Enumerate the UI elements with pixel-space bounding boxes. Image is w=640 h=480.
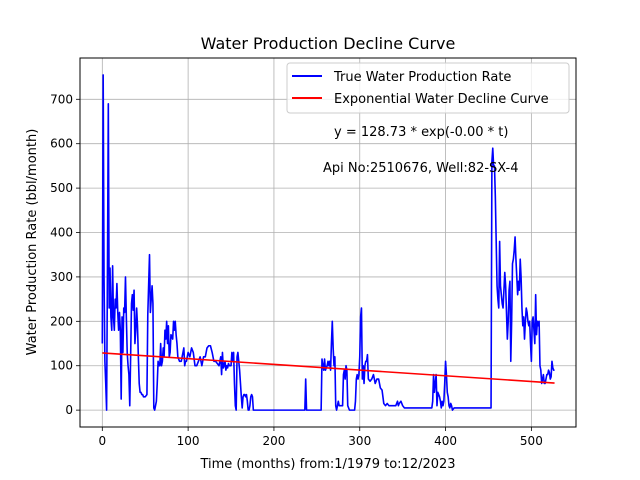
x-tick-label: 200	[262, 434, 285, 448]
y-tick-label: 700	[50, 92, 73, 106]
x-axis-label: Time (months) from:1/1979 to:12/2023	[199, 457, 455, 472]
chart-title: Water Production Decline Curve	[201, 34, 456, 53]
y-tick-label: 300	[50, 270, 73, 284]
exponential-decline-line	[102, 352, 555, 384]
true-water-production-line	[101, 74, 555, 411]
y-tick-label: 400	[50, 226, 73, 240]
y-tick-label: 200	[50, 314, 73, 328]
y-tick-label: 0	[65, 403, 73, 417]
y-tick-label: 600	[50, 137, 73, 151]
y-tick-label: 100	[50, 359, 73, 373]
legend-label-decline-curve: Exponential Water Decline Curve	[334, 92, 549, 107]
well-annotation: Api No:2510676, Well:82-SX-4	[323, 161, 519, 176]
legend-label-true-rate: True Water Production Rate	[333, 70, 511, 85]
x-tick-label: 0	[98, 434, 106, 448]
x-tick-label: 400	[434, 434, 457, 448]
x-tick-label: 300	[348, 434, 371, 448]
series-lines	[101, 74, 555, 411]
x-tick-label: 100	[177, 434, 200, 448]
legend: True Water Production Rate Exponential W…	[286, 62, 570, 114]
x-axis-ticks: 0 100 200 300 400 500	[98, 427, 543, 448]
plot-frame	[79, 57, 577, 428]
y-axis-ticks: 0 100 200 300 400 500 600 700	[50, 92, 80, 417]
equation-annotation: y = 128.73 * exp(-0.00 * t)	[334, 125, 508, 140]
legend-box	[286, 62, 570, 114]
y-axis-label: Water Production Rate (bbl/month)	[25, 129, 40, 356]
y-tick-label: 500	[50, 181, 73, 195]
x-tick-label: 500	[520, 434, 543, 448]
